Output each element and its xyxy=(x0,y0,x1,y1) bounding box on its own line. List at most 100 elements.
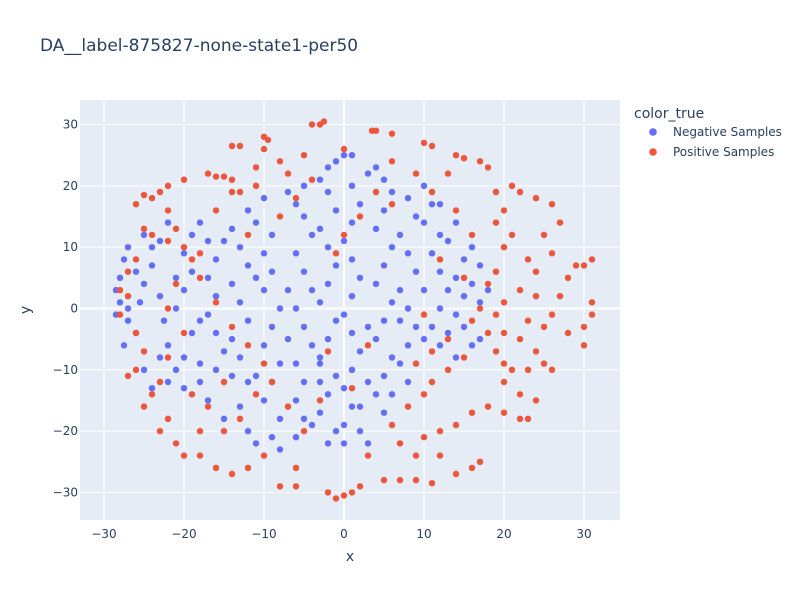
positive-sample-point xyxy=(532,293,540,300)
positive-sample-point xyxy=(340,492,348,499)
negative-sample-point xyxy=(204,311,212,318)
positive-sample-point xyxy=(540,231,548,239)
positive-sample-point xyxy=(460,354,468,361)
negative-sample-point xyxy=(292,397,300,404)
negative-sample-point xyxy=(180,250,188,257)
positive-sample-point xyxy=(500,378,508,386)
negative-sample-point xyxy=(308,421,316,429)
positive-sample-point xyxy=(236,415,244,422)
positive-sample-point xyxy=(332,250,340,257)
negative-sample-point xyxy=(292,360,300,367)
positive-sample-point xyxy=(276,213,284,220)
positive-sample-point xyxy=(468,409,476,416)
negative-sample-point xyxy=(364,170,372,177)
positive-sample-point xyxy=(500,244,508,251)
legend-item-negative[interactable]: Negative Samples xyxy=(649,125,782,139)
negative-sample-point xyxy=(348,152,356,159)
negative-sample-point xyxy=(204,397,212,404)
negative-sample-point xyxy=(220,348,228,355)
positive-sample-point xyxy=(220,378,228,386)
positive-sample-point xyxy=(452,207,460,214)
positive-sample-point xyxy=(484,164,492,171)
negative-sample-point xyxy=(324,335,332,343)
x-tick-label: −30 xyxy=(91,527,116,541)
negative-sample-point xyxy=(292,201,300,208)
negative-sample-point xyxy=(284,188,292,196)
negative-sample-point xyxy=(172,366,180,373)
negative-sample-point xyxy=(484,286,492,294)
positive-sample-point xyxy=(164,305,172,312)
legend: color_true Negative Samples Positive Sam… xyxy=(634,106,782,159)
negative-sample-point xyxy=(332,427,340,435)
positive-sample-point xyxy=(476,305,484,312)
positive-sample-point xyxy=(532,268,540,275)
x-tick-label: −10 xyxy=(251,527,276,541)
positive-sample-point xyxy=(548,201,556,208)
negative-sample-point xyxy=(324,188,332,196)
negative-sample-point xyxy=(284,335,292,343)
x-tick-label: 0 xyxy=(340,527,348,541)
negative-sample-point xyxy=(348,293,356,300)
positive-sample-point xyxy=(492,268,500,275)
positive-sample-point xyxy=(196,427,204,435)
negative-sample-point xyxy=(324,244,332,251)
positive-sample-point xyxy=(268,378,276,386)
positive-sample-point xyxy=(140,348,148,355)
positive-sample-point xyxy=(164,182,172,189)
negative-sample-point xyxy=(260,397,268,404)
positive-sample-point xyxy=(500,409,508,416)
negative-sample-point xyxy=(140,280,148,288)
y-axis-ticks: −30 −20 −10 0 10 20 30 xyxy=(53,118,78,500)
plot-area xyxy=(80,100,620,520)
positive-sample-point xyxy=(148,194,156,202)
negative-sample-point xyxy=(260,250,268,257)
negative-sample-point xyxy=(460,256,468,263)
negative-sample-point xyxy=(444,237,452,245)
positive-sample-point xyxy=(436,256,444,263)
positive-sample-point xyxy=(180,452,188,459)
negative-sample-point xyxy=(300,268,308,275)
positive-sample-point xyxy=(556,219,564,226)
positive-sample-point xyxy=(220,427,228,435)
positive-sample-point xyxy=(332,495,340,502)
positive-sample-point xyxy=(484,403,492,410)
positive-sample-point xyxy=(404,403,412,410)
positive-sample-point xyxy=(236,142,244,150)
legend-item-positive[interactable]: Positive Samples xyxy=(649,145,774,159)
negative-sample-point xyxy=(228,280,236,288)
positive-sample-point xyxy=(452,152,460,159)
positive-sample-point xyxy=(428,188,436,196)
positive-sample-point xyxy=(524,256,532,263)
negative-sample-point xyxy=(332,317,340,324)
positive-sample-point xyxy=(228,142,236,150)
positive-sample-point xyxy=(228,470,236,478)
positive-sample-point xyxy=(148,231,156,239)
negative-sample-point xyxy=(188,268,196,275)
negative-sample-point xyxy=(436,231,444,239)
positive-sample-point xyxy=(420,391,428,398)
negative-sample-point xyxy=(396,286,404,294)
positive-sample-point xyxy=(380,476,388,484)
negative-sample-point xyxy=(436,305,444,312)
negative-sample-point xyxy=(124,244,132,251)
negative-sample-point xyxy=(372,280,380,288)
negative-sample-point xyxy=(436,342,444,349)
positive-sample-point xyxy=(492,188,500,196)
negative-sample-point xyxy=(316,299,324,306)
negative-sample-point xyxy=(316,360,324,367)
negative-sample-point xyxy=(476,262,484,269)
positive-sample-point xyxy=(468,464,476,472)
positive-sample-point xyxy=(396,476,404,484)
negative-sample-point xyxy=(204,237,212,245)
x-tick-label: −20 xyxy=(171,527,196,541)
negative-sample-point xyxy=(340,421,348,429)
positive-sample-point xyxy=(500,299,508,306)
positive-sample-point xyxy=(388,201,396,208)
negative-sample-point xyxy=(420,335,428,343)
negative-sample-point xyxy=(136,299,144,306)
y-tick-label: −30 xyxy=(53,485,78,499)
negative-sample-point xyxy=(124,305,132,312)
negative-sample-point xyxy=(324,440,332,447)
negative-sample-point xyxy=(444,329,452,337)
positive-sample-point xyxy=(252,182,260,189)
